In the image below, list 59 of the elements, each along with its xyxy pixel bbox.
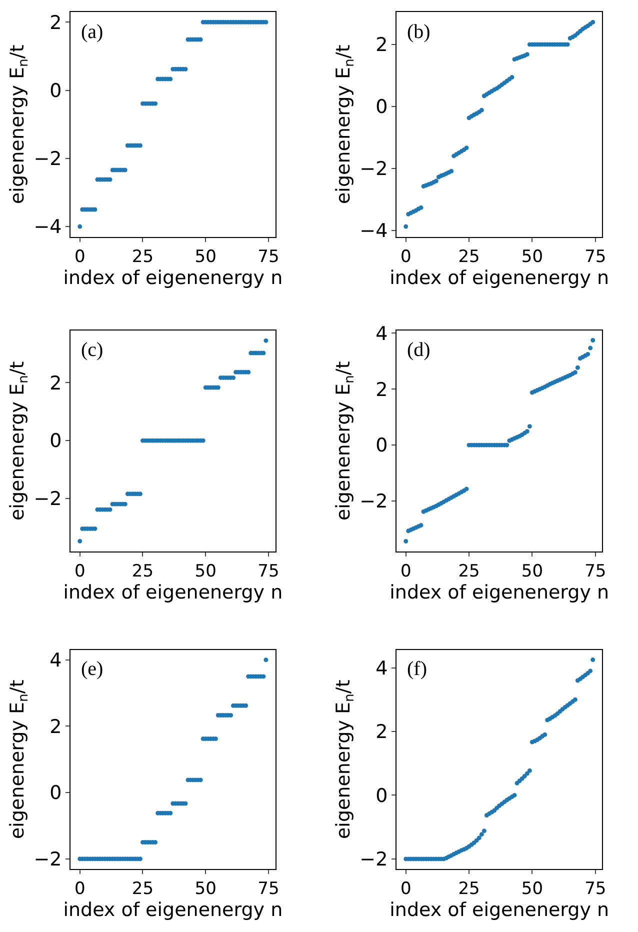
x-tick-label: 25 [458, 562, 480, 582]
x-axis-title: index of eigenenergy n [390, 582, 610, 604]
y-tick-label: −2 [34, 488, 62, 510]
x-tick-label: 50 [194, 879, 216, 900]
x-tick-label: 0 [74, 562, 86, 582]
y-tick-label: −2 [34, 148, 62, 170]
y-tick-label: 0 [50, 430, 62, 452]
y-tick-label: −2 [34, 848, 62, 871]
y-tick-label: −2 [360, 490, 388, 513]
annotation: (d) [407, 339, 430, 361]
x-tick-label: 25 [132, 247, 154, 268]
y-tick-label: 2 [376, 34, 388, 56]
y-tick-label: 2 [50, 372, 62, 394]
annotation: (a) [81, 21, 104, 43]
x-tick-label: 75 [584, 562, 606, 582]
x-tick-label: 25 [132, 879, 154, 900]
x-axis-title: index of eigenenergy n [390, 899, 610, 922]
x-tick-label: 25 [132, 562, 154, 582]
y-tick-label: 4 [50, 650, 62, 672]
x-axis-title: index of eigenenergy n [63, 267, 283, 290]
y-tick-label: 0 [376, 434, 388, 457]
x-tick-label: 75 [258, 562, 280, 582]
y-tick-label: 0 [50, 782, 62, 804]
x-tick-label: 50 [521, 247, 544, 268]
y-tick-label: 4 [376, 322, 388, 345]
x-tick-label: 25 [458, 247, 480, 268]
annotation: (f) [407, 658, 427, 680]
x-axis-title: index of eigenenergy n [63, 899, 283, 922]
x-axis-title: index of eigenenergy n [390, 267, 610, 290]
y-tick-label: 2 [50, 716, 62, 738]
y-tick-label: −4 [360, 220, 388, 242]
x-tick-label: 0 [400, 879, 412, 900]
y-tick-label: −4 [34, 216, 62, 238]
y-tick-label: −2 [360, 848, 388, 871]
x-tick-label: 0 [400, 247, 412, 268]
x-tick-label: 50 [521, 562, 544, 582]
annotation: (c) [81, 339, 104, 361]
x-tick-label: 50 [521, 879, 544, 900]
x-tick-label: 0 [400, 562, 412, 582]
x-tick-label: 0 [74, 879, 86, 900]
y-tick-label: −2 [360, 158, 388, 180]
x-tick-label: 50 [194, 562, 216, 582]
x-tick-label: 75 [258, 879, 280, 900]
y-tick-label: 0 [376, 784, 388, 807]
x-tick-label: 50 [194, 247, 216, 268]
annotation: (e) [81, 658, 104, 680]
x-axis-title: index of eigenenergy n [63, 582, 283, 604]
annotation: (b) [407, 21, 430, 43]
x-tick-label: 75 [584, 247, 606, 268]
x-tick-label: 75 [584, 879, 606, 900]
x-tick-label: 25 [458, 879, 480, 900]
y-tick-label: 2 [376, 721, 388, 744]
y-tick-label: 2 [376, 378, 388, 401]
x-tick-label: 75 [258, 247, 280, 268]
x-tick-label: 0 [74, 247, 86, 268]
y-tick-label: 0 [376, 96, 388, 118]
y-tick-label: 4 [376, 657, 388, 680]
y-tick-label: 0 [50, 80, 62, 102]
y-tick-label: 2 [50, 12, 62, 34]
